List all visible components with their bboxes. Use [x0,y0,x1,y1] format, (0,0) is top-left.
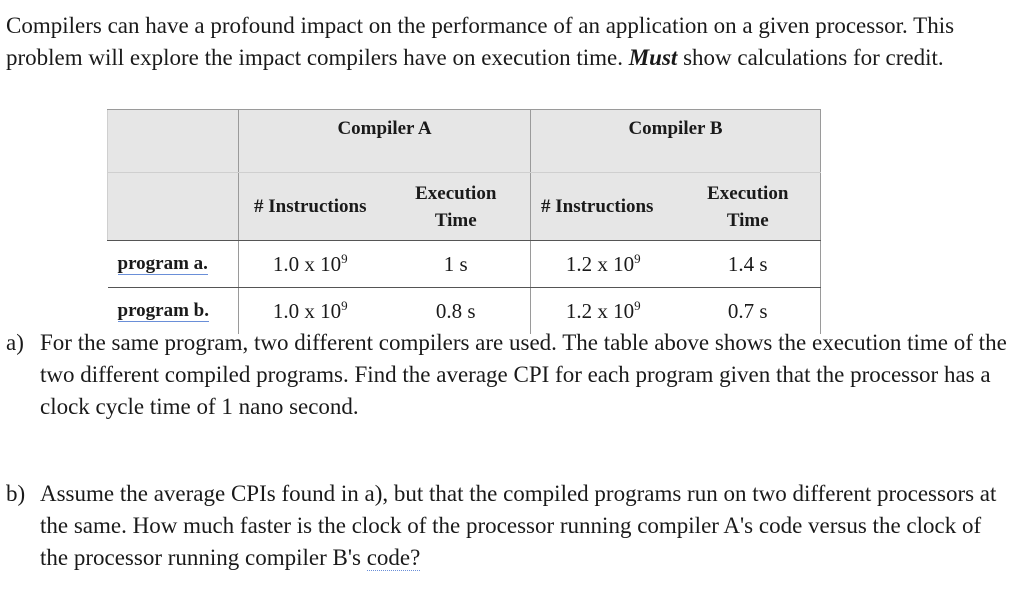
cell-b-execution-time: 1.4 s [675,240,821,288]
intro-paragraph: Compilers can have a profound impact on … [6,10,1011,74]
subheader-a-instructions: # Instructions [238,172,382,241]
question-b-marker: b) [6,481,26,506]
cell-b-execution-time: 0.7 s [675,287,821,334]
table-empty-cell [107,172,239,241]
question-a: a) For the same program, two different c… [6,327,1011,423]
intro-text-1: Compilers can have a profound impact on … [6,13,955,70]
cell-b-instructions: 1.2 x 109 [530,287,676,334]
table-group-header-row: Compiler A Compiler B [107,109,821,173]
cell-a-instructions: 1.0 x 109 [238,287,382,334]
question-a-marker: a) [6,330,24,355]
group-header-compiler-a: Compiler A [238,109,531,173]
table-row: program b. 1.0 x 109 0.8 s 1.2 x 109 0.7… [108,287,821,334]
intro-text-2: show calculations for credit. [677,45,944,70]
question-b-text: Assume the average CPIs found in a), but… [40,481,997,571]
cell-a-instructions: 1.0 x 109 [238,240,382,288]
intro-emphasis: Must [628,45,678,70]
cell-b-instructions: 1.2 x 109 [530,240,676,288]
compiler-table: Compiler A Compiler B # Instructions Exe… [107,109,821,334]
cell-a-execution-time: 1 s [381,240,531,288]
table-corner-cell [107,109,239,173]
question-a-text: For the same program, two different comp… [40,330,1007,419]
table-subheader-row: # Instructions Execution Time # Instruct… [107,172,821,241]
subheader-a-execution-time: Execution Time [381,172,531,241]
table-row: program a. 1.0 x 109 1 s 1.2 x 109 1.4 s [107,240,821,288]
subheader-b-instructions: # Instructions [530,172,676,241]
group-header-compiler-b: Compiler B [530,109,821,173]
subheader-b-execution-time: Execution Time [675,172,821,241]
question-b-underlined-word: code? [366,545,421,571]
row-label-program-a: program a. [107,240,239,288]
cell-a-execution-time: 0.8 s [435,298,476,323]
question-b: b) Assume the average CPIs found in a), … [6,478,1011,574]
row-label-program-b: program b. [117,300,209,322]
